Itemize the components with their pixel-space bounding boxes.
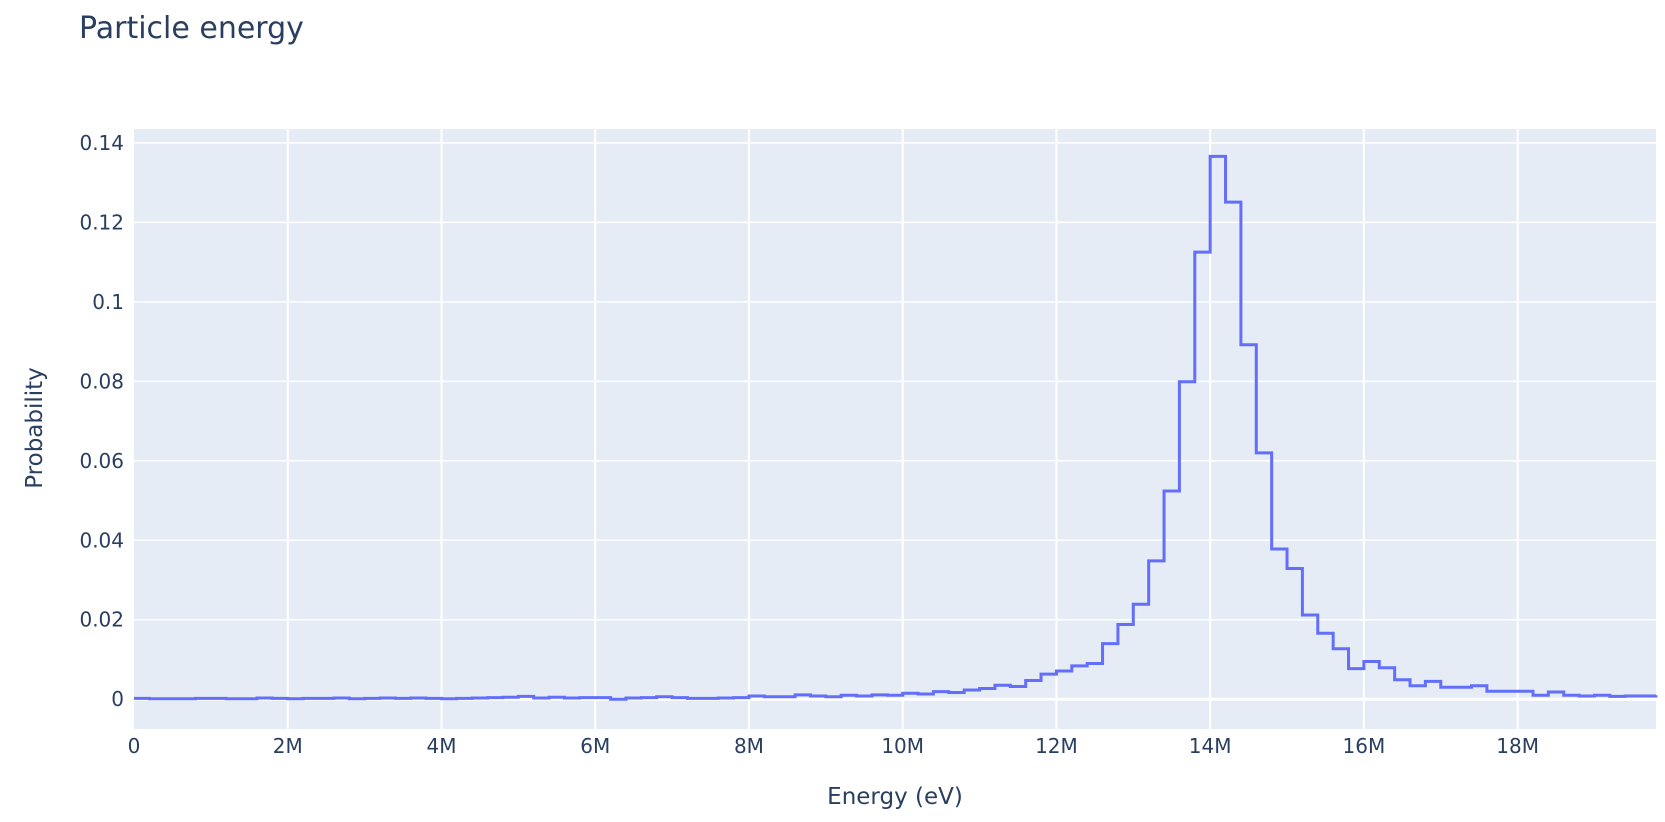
y-axis-ticks: 0 0.02 0.04 0.06 0.08 0.1 0.12 0.14 — [79, 131, 124, 711]
histogram-step-line — [134, 154, 1658, 701]
y-tick-label: 0.06 — [79, 449, 124, 473]
y-tick-label: 0.14 — [79, 131, 124, 155]
x-tick-label: 2M — [273, 734, 303, 758]
y-tick-label: 0.08 — [79, 369, 124, 393]
x-axis-ticks: 0 2M 4M 6M 8M 10M 12M 14M 16M 18M — [128, 734, 1539, 758]
x-tick-label: 4M — [426, 734, 456, 758]
y-tick-label: 0.04 — [79, 528, 124, 552]
x-axis-title: Energy (eV) — [827, 784, 963, 810]
y-tick-label: 0.02 — [79, 608, 124, 632]
x-tick-label: 6M — [580, 734, 610, 758]
y-tick-label: 0.1 — [92, 290, 124, 314]
x-tick-label: 12M — [1035, 734, 1078, 758]
x-tick-label: 18M — [1496, 734, 1539, 758]
x-tick-label: 8M — [734, 734, 764, 758]
y-tick-label: 0.12 — [79, 210, 124, 234]
chart-title: Particle energy — [79, 11, 304, 46]
y-axis-title: Probability — [22, 367, 48, 489]
x-tick-label: 14M — [1189, 734, 1232, 758]
y-gridlines — [134, 142, 1656, 621]
x-tick-label: 10M — [881, 734, 924, 758]
y-tick-label: 0 — [111, 687, 124, 711]
plot-background — [134, 129, 1656, 729]
x-tick-label: 16M — [1343, 734, 1386, 758]
x-tick-label: 0 — [128, 734, 141, 758]
